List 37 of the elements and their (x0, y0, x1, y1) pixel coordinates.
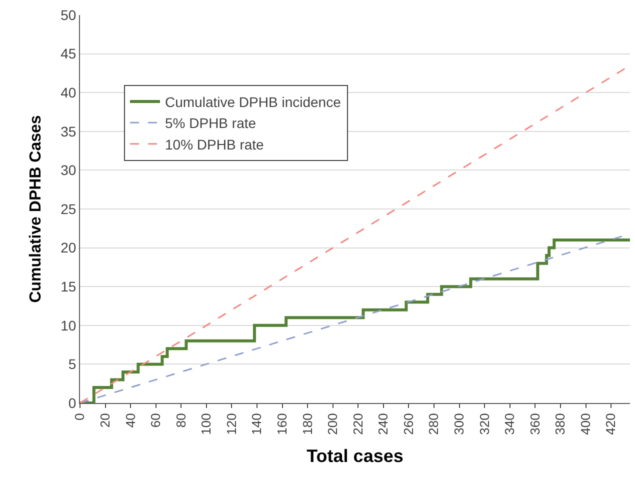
y-tick-label: 25 (60, 200, 76, 217)
x-tick-label: 260 (400, 413, 416, 435)
x-tick-label: 60 (148, 413, 164, 428)
x-axis-title: Total cases (306, 446, 404, 466)
x-tick-label: 80 (173, 413, 188, 428)
y-tick-label: 5 (68, 356, 76, 372)
y-tick-label: 20 (60, 240, 76, 256)
y-tick-label: 50 (60, 6, 76, 23)
legend-label: 5% DPHB rate (165, 115, 256, 132)
y-tick-label: 35 (60, 123, 76, 140)
x-tick-label: 120 (224, 413, 239, 435)
y-tick-label: 45 (60, 46, 76, 62)
x-tick-label: 140 (249, 413, 264, 435)
legend-label: Cumulative DPHB incidence (165, 94, 342, 110)
x-tick-label: 300 (452, 413, 467, 435)
y-axis-title: Cumulative DPHB Cases (28, 115, 45, 303)
y-tick-label: 0 (68, 394, 76, 411)
legend-label: 10% DPHB rate (165, 136, 264, 152)
x-tick-label: 320 (476, 413, 492, 435)
x-tick-label: 380 (552, 413, 568, 435)
x-tick-label: 100 (198, 413, 214, 435)
y-tick-label: 40 (60, 84, 76, 100)
x-tick-label: 280 (426, 413, 442, 435)
x-tick-label: 200 (325, 413, 340, 435)
x-tick-label: 340 (502, 413, 518, 435)
x-tick-label: 20 (98, 413, 113, 428)
x-tick-label: 240 (376, 413, 391, 435)
y-tick-label: 15 (60, 278, 76, 294)
x-tick-label: 40 (122, 413, 138, 428)
x-tick-label: 180 (300, 413, 315, 435)
x-tick-label: 400 (578, 413, 593, 435)
x-tick-label: 160 (274, 413, 290, 435)
x-tick-label: 360 (527, 413, 542, 435)
x-tick-label: 220 (350, 413, 366, 435)
y-tick-label: 30 (60, 162, 76, 178)
y-tick-label: 10 (60, 317, 76, 334)
x-tick-label: 420 (603, 413, 618, 435)
